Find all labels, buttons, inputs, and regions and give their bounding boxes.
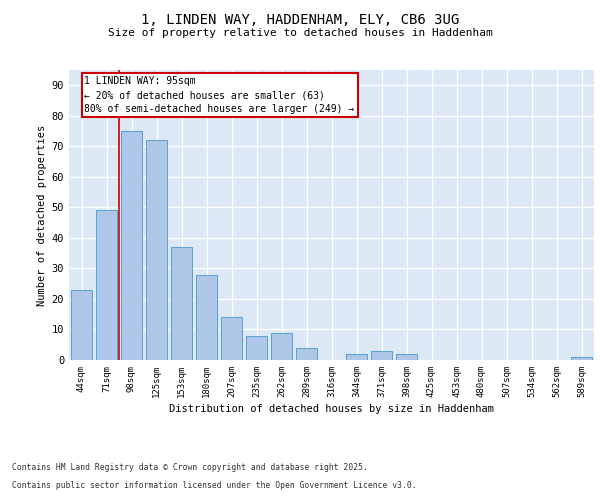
Bar [271,332,292,360]
Bar [121,131,142,360]
Bar [96,210,117,360]
Bar [221,318,242,360]
Bar [396,354,417,360]
Text: Contains HM Land Registry data © Crown copyright and database right 2025.: Contains HM Land Registry data © Crown c… [12,464,368,472]
Bar [146,140,167,360]
Text: 1 LINDEN WAY: 95sqm
← 20% of detached houses are smaller (63)
80% of semi-detach: 1 LINDEN WAY: 95sqm ← 20% of detached ho… [85,76,355,114]
X-axis label: Distribution of detached houses by size in Haddenham: Distribution of detached houses by size … [169,404,494,414]
Bar [296,348,317,360]
Text: Size of property relative to detached houses in Haddenham: Size of property relative to detached ho… [107,28,493,38]
Bar [346,354,367,360]
Bar [246,336,267,360]
Y-axis label: Number of detached properties: Number of detached properties [37,124,47,306]
Bar [196,274,217,360]
Text: 1, LINDEN WAY, HADDENHAM, ELY, CB6 3UG: 1, LINDEN WAY, HADDENHAM, ELY, CB6 3UG [141,12,459,26]
Bar [171,247,192,360]
Bar [571,357,592,360]
Bar [71,290,92,360]
Text: Contains public sector information licensed under the Open Government Licence v3: Contains public sector information licen… [12,481,416,490]
Bar [371,351,392,360]
